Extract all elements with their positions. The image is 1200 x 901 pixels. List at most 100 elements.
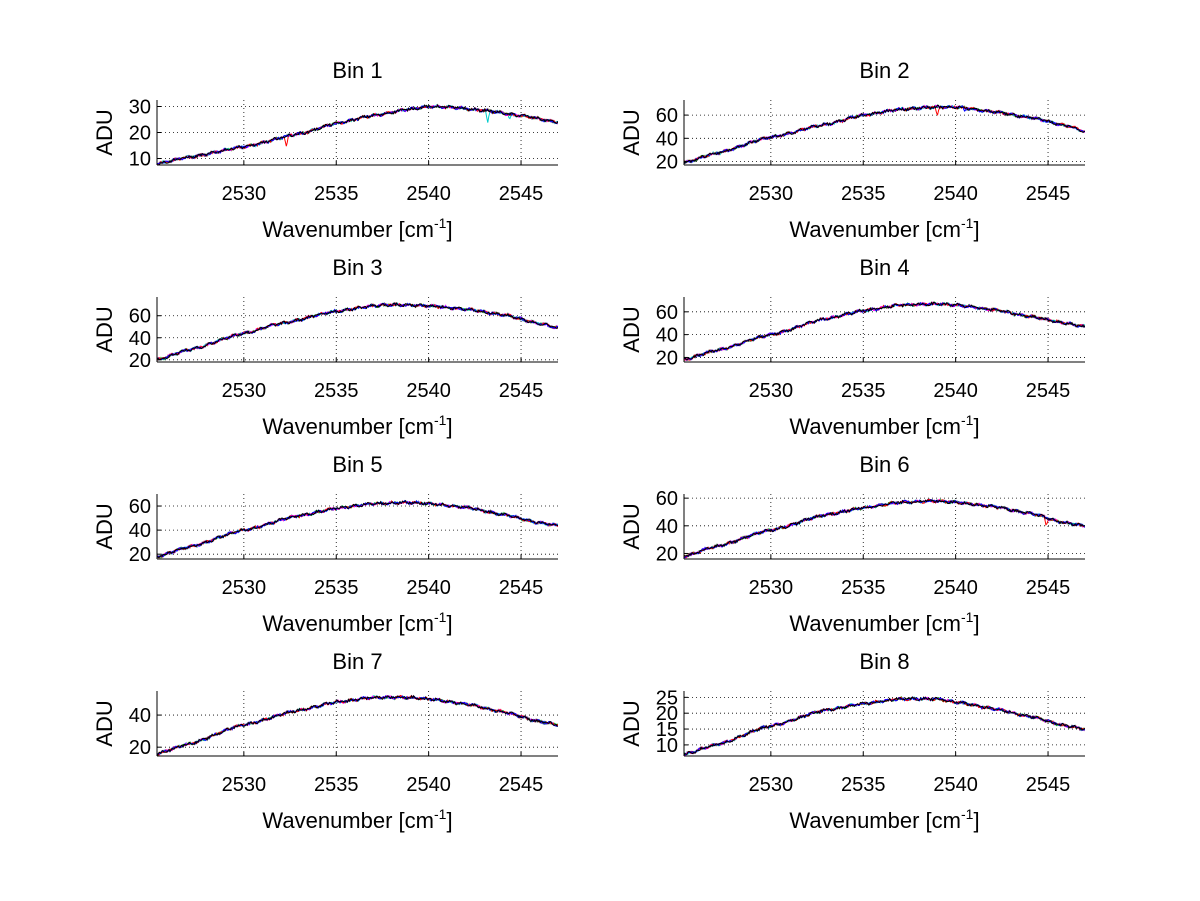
series-line-3 bbox=[684, 104, 1085, 164]
x-axis-label-superscript: -1 bbox=[961, 215, 974, 231]
x-tick-label: 2535 bbox=[314, 577, 359, 599]
x-tick-label: 2535 bbox=[841, 183, 886, 205]
subplot-title: Bin 2 bbox=[859, 58, 909, 83]
x-tick-label: 2535 bbox=[841, 380, 886, 402]
x-axis-label: Wavenumber [cm-1] bbox=[789, 215, 979, 242]
y-axis-label: ADU bbox=[92, 503, 117, 549]
grid bbox=[684, 297, 1085, 362]
series-line-4 bbox=[684, 696, 1085, 756]
y-tick-label: 60 bbox=[129, 496, 151, 518]
series-lines bbox=[684, 301, 1085, 362]
y-tick-label: 30 bbox=[129, 97, 151, 119]
series-line-2 bbox=[157, 499, 558, 558]
series-line-3 bbox=[684, 695, 1085, 756]
x-tick-label: 2530 bbox=[749, 774, 794, 796]
series-line-4 bbox=[157, 104, 558, 165]
x-tick-label: 2530 bbox=[749, 577, 794, 599]
y-tick-label: 20 bbox=[129, 544, 151, 566]
x-axis-label-prefix: Wavenumber [cm bbox=[789, 217, 961, 242]
series-line-4 bbox=[157, 499, 558, 559]
subplot-title: Bin 8 bbox=[859, 649, 909, 674]
y-tick-label: 20 bbox=[129, 737, 151, 759]
x-axis-label-suffix: ] bbox=[973, 808, 979, 833]
series-line-6 bbox=[157, 103, 558, 165]
x-axis-label-suffix: ] bbox=[973, 611, 979, 636]
series-line-5 bbox=[157, 104, 558, 165]
subplot-title: Bin 1 bbox=[332, 58, 382, 83]
y-tick-label: 15 bbox=[656, 719, 678, 741]
series-line-4 bbox=[684, 104, 1085, 164]
x-tick-label: 2545 bbox=[499, 380, 544, 402]
series-line-5 bbox=[684, 498, 1085, 559]
subplot-bin-7: Bin 7 2530 2535 2540 2545 20 40 Wavenumber [cm-… bbox=[92, 649, 558, 833]
y-axis-label: ADU bbox=[92, 700, 117, 746]
series-line-1 bbox=[157, 302, 558, 361]
series-line-3 bbox=[157, 500, 558, 559]
y-axis-label: ADU bbox=[619, 700, 644, 746]
y-tick-label: 60 bbox=[656, 105, 678, 127]
x-tick-label: 2535 bbox=[314, 183, 359, 205]
x-tick-label: 2545 bbox=[1026, 577, 1071, 599]
x-tick-label: 2530 bbox=[749, 380, 794, 402]
y-tick-label: 40 bbox=[129, 328, 151, 350]
x-axis-label-superscript: -1 bbox=[434, 412, 447, 428]
x-axis-label: Wavenumber [cm-1] bbox=[262, 806, 452, 833]
x-tick-label: 2545 bbox=[1026, 183, 1071, 205]
x-tick-label: 2545 bbox=[1026, 380, 1071, 402]
y-tick-label: 40 bbox=[656, 516, 678, 538]
y-tick-label: 60 bbox=[656, 302, 678, 324]
x-tick-label: 2545 bbox=[499, 774, 544, 796]
grid bbox=[684, 691, 1085, 756]
y-tick-label: 10 bbox=[656, 735, 678, 757]
series-line-6 bbox=[684, 301, 1085, 361]
grid bbox=[157, 100, 558, 165]
x-axis-label-superscript: -1 bbox=[434, 806, 447, 822]
y-tick-label: 40 bbox=[129, 520, 151, 542]
series-line-2 bbox=[684, 696, 1085, 756]
series-line-5 bbox=[157, 302, 558, 361]
x-tick-label: 2545 bbox=[1026, 774, 1071, 796]
x-tick-label: 2535 bbox=[314, 774, 359, 796]
series-line-5 bbox=[684, 104, 1085, 164]
subplot-title: Bin 7 bbox=[332, 649, 382, 674]
series-lines bbox=[157, 499, 558, 559]
y-tick-label: 40 bbox=[656, 325, 678, 347]
series-line-4 bbox=[157, 302, 558, 361]
x-tick-label: 2545 bbox=[499, 183, 544, 205]
x-axis-label-superscript: -1 bbox=[434, 215, 447, 231]
series-lines bbox=[684, 695, 1085, 756]
series-line-3 bbox=[157, 301, 558, 361]
x-tick-label: 2545 bbox=[499, 577, 544, 599]
series-line-1 bbox=[684, 696, 1085, 755]
series-line-1 bbox=[157, 500, 558, 559]
series-line-5 bbox=[157, 499, 558, 558]
series-line-3 bbox=[684, 498, 1085, 558]
series-line-4 bbox=[684, 499, 1085, 559]
x-tick-label: 2540 bbox=[406, 577, 451, 599]
series-line-5 bbox=[684, 696, 1085, 756]
series-lines bbox=[157, 103, 558, 165]
x-axis-label: Wavenumber [cm-1] bbox=[262, 215, 452, 242]
x-axis-label-superscript: -1 bbox=[434, 609, 447, 625]
x-axis-label-suffix: ] bbox=[446, 414, 452, 439]
y-axis-label: ADU bbox=[619, 503, 644, 549]
series-line-1 bbox=[684, 301, 1085, 361]
y-tick-label: 20 bbox=[129, 350, 151, 372]
x-axis-label-suffix: ] bbox=[446, 808, 452, 833]
series-line-1 bbox=[157, 104, 558, 165]
x-tick-label: 2540 bbox=[933, 183, 978, 205]
x-tick-label: 2540 bbox=[933, 577, 978, 599]
series-line-1 bbox=[157, 694, 558, 756]
y-tick-label: 20 bbox=[656, 543, 678, 565]
grid bbox=[157, 494, 558, 559]
series-lines bbox=[684, 104, 1085, 165]
x-tick-label: 2540 bbox=[406, 380, 451, 402]
series-line-3 bbox=[157, 104, 558, 165]
subplot-title: Bin 4 bbox=[859, 255, 909, 280]
series-line-2 bbox=[157, 695, 558, 755]
y-axis-label: ADU bbox=[92, 109, 117, 155]
x-tick-label: 2530 bbox=[222, 183, 267, 205]
